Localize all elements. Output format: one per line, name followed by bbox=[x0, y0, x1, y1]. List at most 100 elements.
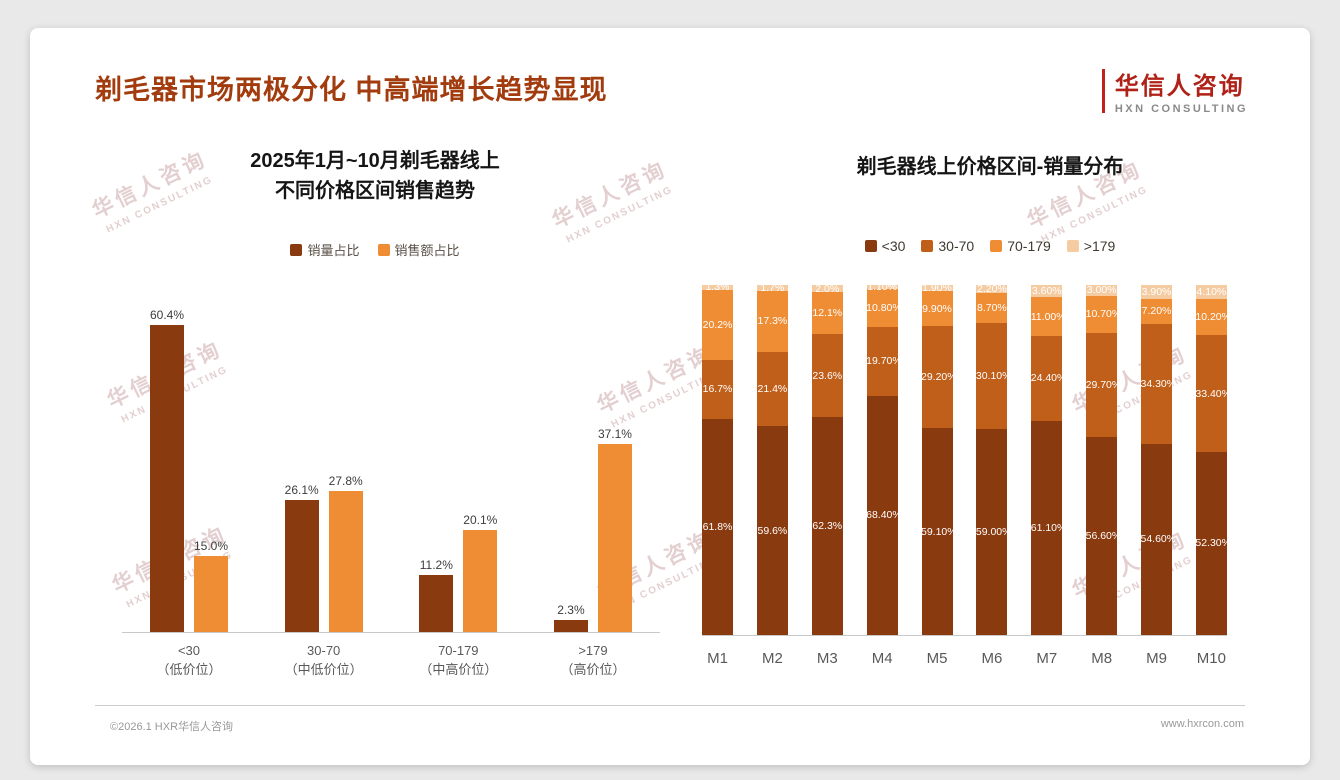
bar-segment: 4.10% bbox=[1195, 285, 1227, 300]
bar-wrap: 15.0% bbox=[194, 539, 228, 632]
legend-item: >179 bbox=[1066, 238, 1116, 254]
legend-item: 销售额占比 bbox=[377, 240, 460, 259]
right-chart-plot: 1.3% 20.2% 16.7% 61.8% 1.7% 17.3% 21.4% 59.6% 2.… bbox=[702, 281, 1227, 636]
left-chart-title-line2: 不同价格区间销售趋势 bbox=[275, 180, 475, 202]
right-chart-legend: <30 30-70 70-179 >179 bbox=[710, 238, 1270, 254]
x-axis-category-value: <30 bbox=[177, 643, 201, 658]
segment-value-label: 59.6% bbox=[757, 524, 788, 537]
left-chart-x-axis-labels: <30 （低价位） 30-70 （中低价位） 70-179 （中高价位） >179 （高价位） bbox=[122, 641, 660, 679]
segment-value-label: 62.3% bbox=[812, 519, 843, 532]
bar-segment: 9.90% bbox=[921, 291, 953, 326]
x-axis-category: M10 bbox=[1196, 650, 1226, 667]
bar-segment: 8.70% bbox=[976, 292, 1008, 324]
bar-segment: 10.70% bbox=[1086, 295, 1118, 333]
stacked-bar: 3.90% 7.20% 34.30% 54.60% bbox=[1141, 285, 1173, 635]
bar-segment: 20.2% bbox=[702, 289, 733, 361]
left-chart-title: 2025年1月~10月剃毛器线上 不同价格区间销售趋势 bbox=[90, 146, 660, 206]
footer-website: www.hxrcon.com bbox=[1160, 718, 1244, 730]
x-axis-category: 30-70 （中低价位） bbox=[285, 641, 363, 679]
bar-segment: 10.20% bbox=[1195, 299, 1227, 336]
bar-segment: 30.10% bbox=[975, 323, 1008, 429]
segment-value-label: 19.70% bbox=[866, 355, 898, 368]
stacked-bar: 3.00% 10.70% 29.70% 56.60% bbox=[1086, 284, 1118, 635]
bar-segment: 1.10% bbox=[866, 281, 898, 293]
bar-value-label: 15.0% bbox=[193, 538, 229, 553]
bar-segment: 56.60% bbox=[1086, 436, 1118, 635]
segment-value-label: 59.00% bbox=[975, 525, 1008, 538]
segment-value-label: 20.2% bbox=[702, 318, 733, 331]
segment-value-label: 4.10% bbox=[1196, 286, 1227, 299]
legend-label: >179 bbox=[1083, 238, 1116, 254]
logo-name-cn: 华信人咨询 bbox=[1114, 73, 1245, 100]
right-chart-title: 剃毛器线上价格区间-销量分布 bbox=[856, 156, 1124, 178]
legend-swatch-icon bbox=[290, 243, 303, 256]
bar-segment: 19.70% bbox=[866, 326, 898, 396]
x-axis-category: 70-179 （中高价位） bbox=[419, 641, 497, 679]
bar-segment: 62.3% bbox=[811, 416, 843, 635]
bar-segment: 23.6% bbox=[811, 334, 843, 417]
stacked-bar: 1.90% 9.90% 29.20% 59.10% bbox=[921, 282, 953, 635]
x-axis-category-sublabel: （高价位） bbox=[560, 662, 626, 677]
stacked-bar: 4.10% 10.20% 33.40% 52.30% bbox=[1195, 285, 1227, 635]
segment-value-label: 17.3% bbox=[757, 315, 788, 328]
bar-group: 26.1% 27.8% bbox=[284, 474, 363, 632]
bar bbox=[284, 499, 319, 632]
x-axis-category: <30 （低价位） bbox=[150, 641, 228, 679]
segment-value-label: 2.0% bbox=[815, 282, 840, 295]
segment-value-label: 59.10% bbox=[921, 525, 953, 538]
bar-wrap: 20.1% bbox=[463, 513, 497, 632]
bar bbox=[194, 555, 228, 632]
bar bbox=[597, 443, 632, 632]
bar-segment: 12.1% bbox=[811, 292, 843, 335]
bar-wrap: 2.3% bbox=[553, 603, 588, 632]
legend-label: 销量占比 bbox=[307, 243, 360, 258]
bar-segment: 1.90% bbox=[921, 282, 953, 294]
bar-value-label: 37.1% bbox=[597, 426, 632, 441]
stacked-bar: 1.10% 10.80% 19.70% 68.40% bbox=[866, 281, 898, 635]
legend-swatch-icon bbox=[921, 240, 934, 252]
x-axis-category: M2 bbox=[761, 650, 783, 667]
legend-label: 70-179 bbox=[1007, 238, 1051, 254]
segment-value-label: 24.40% bbox=[1030, 372, 1063, 385]
segment-value-label: 68.40% bbox=[866, 509, 898, 522]
bar-segment: 29.20% bbox=[921, 325, 953, 429]
x-axis-category-sublabel: （中低价位） bbox=[284, 662, 363, 677]
bar-wrap: 26.1% bbox=[284, 483, 319, 632]
legend-label: 销售额占比 bbox=[394, 243, 460, 258]
logo-text: 华信人咨询 HXN CONSULTING bbox=[1115, 66, 1248, 115]
stacked-bar: 2.20% 8.70% 30.10% 59.00% bbox=[975, 283, 1008, 635]
company-logo: 华信人咨询 HXN CONSULTING bbox=[1101, 66, 1248, 115]
stacked-bar: 2.0% 12.1% 23.6% 62.3% bbox=[811, 282, 843, 635]
footer-copyright: ©2026.1 HXR华信人咨询 bbox=[110, 721, 234, 733]
stacked-bar: 3.60% 11.00% 24.40% 61.10% bbox=[1030, 284, 1063, 635]
bar-segment: 24.40% bbox=[1030, 335, 1063, 422]
legend-label: <30 bbox=[881, 238, 906, 254]
x-axis-category: >179 （高价位） bbox=[554, 641, 632, 679]
bar-segment: 17.3% bbox=[756, 290, 788, 352]
stacked-bar: 1.3% 20.2% 16.7% 61.8% bbox=[702, 281, 733, 635]
x-axis-category-sublabel: （低价位） bbox=[156, 662, 222, 677]
legend-swatch-icon bbox=[864, 240, 877, 252]
segment-value-label: 7.20% bbox=[1141, 305, 1172, 318]
bar-segment: 3.00% bbox=[1086, 284, 1118, 296]
segment-value-label: 1.3% bbox=[705, 281, 730, 294]
bar-segment: 1.3% bbox=[702, 281, 733, 293]
logo-name-en: HXN CONSULTING bbox=[1114, 103, 1248, 115]
legend-swatch-icon bbox=[377, 243, 390, 256]
bar-segment: 21.4% bbox=[756, 351, 788, 427]
bar-segment: 33.40% bbox=[1195, 335, 1227, 452]
x-axis-category-value: 30-70 bbox=[307, 643, 341, 658]
bar bbox=[328, 490, 363, 632]
bar-segment: 2.0% bbox=[811, 282, 843, 295]
segment-value-label: 30.10% bbox=[975, 369, 1008, 382]
segment-value-label: 9.90% bbox=[922, 302, 952, 315]
segment-value-label: 33.40% bbox=[1195, 387, 1227, 400]
legend-swatch-icon bbox=[1066, 240, 1079, 252]
segment-value-label: 8.70% bbox=[976, 301, 1007, 314]
x-axis-category: M4 bbox=[871, 650, 893, 667]
x-axis-category: M1 bbox=[707, 650, 728, 667]
legend-item: 30-70 bbox=[921, 238, 974, 254]
segment-value-label: 10.20% bbox=[1195, 311, 1227, 324]
bar-group: 11.2% 20.1% bbox=[419, 513, 497, 632]
bar-segment: 2.20% bbox=[976, 283, 1008, 295]
